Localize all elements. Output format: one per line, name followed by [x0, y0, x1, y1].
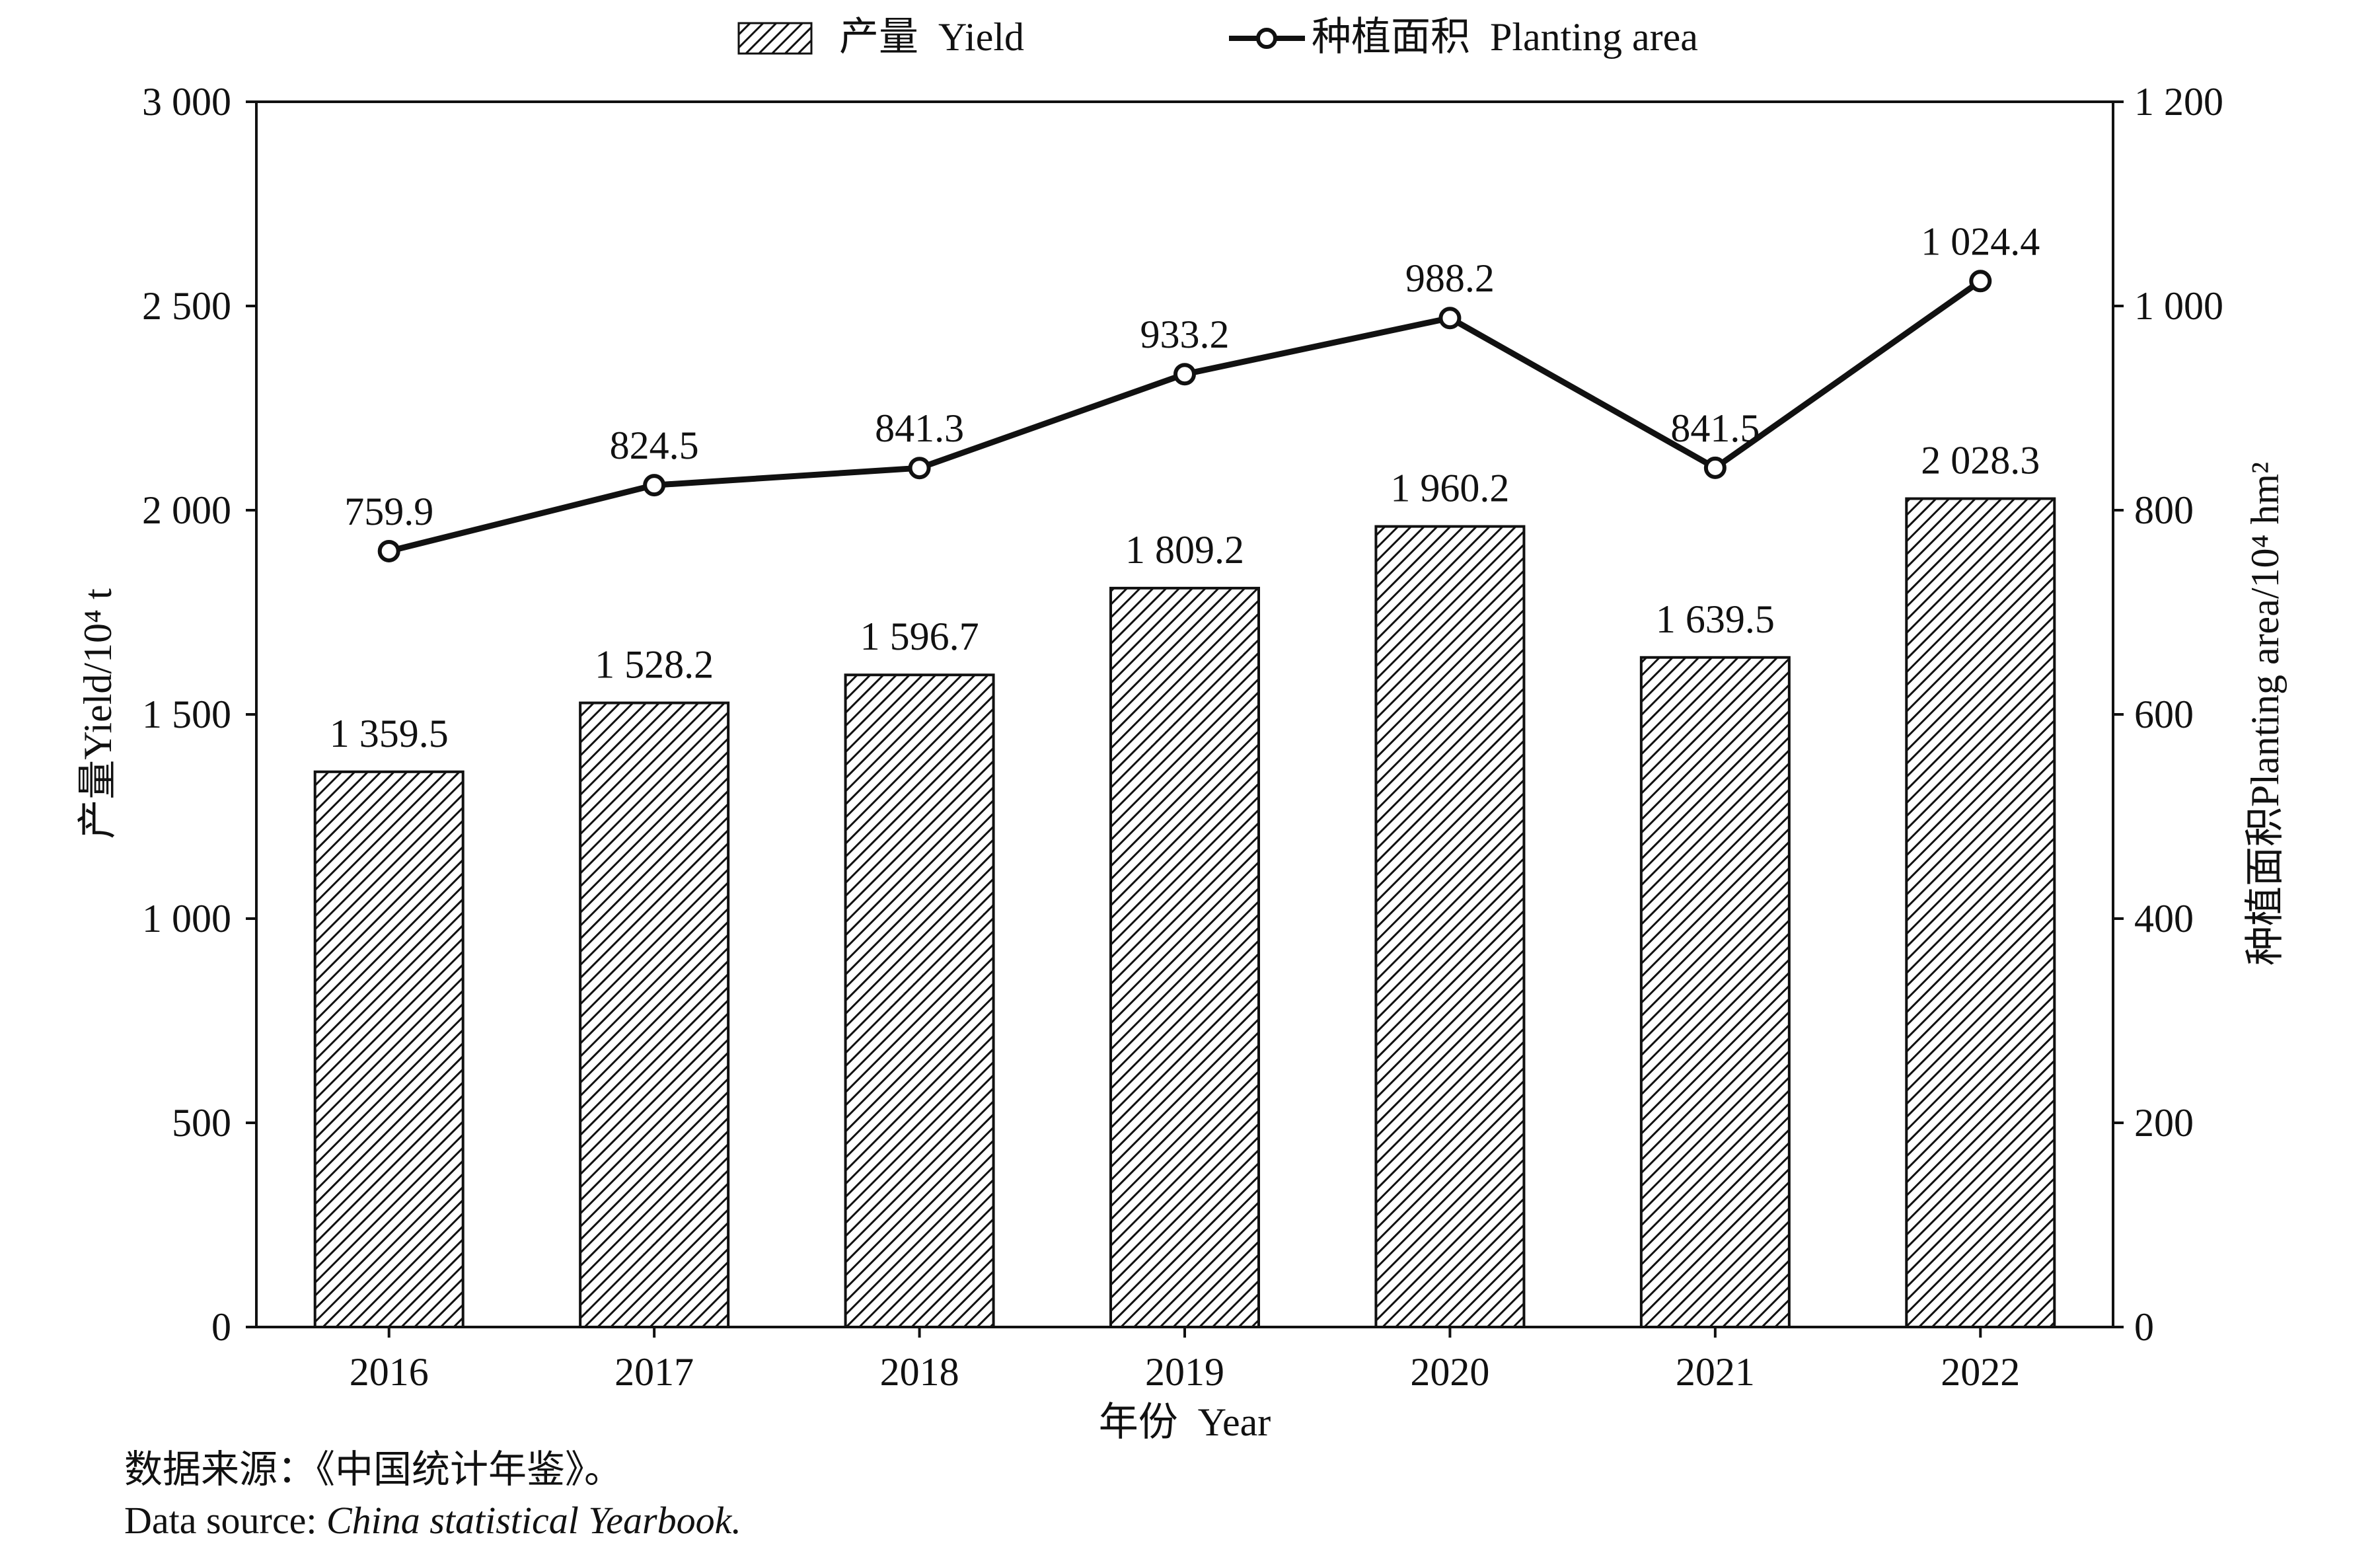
y-tick-label-left-5: 2 500 — [142, 284, 231, 328]
x-tick-label-2022: 2022 — [1941, 1350, 2020, 1394]
bar-yield-2021 — [1639, 656, 1791, 1328]
y-axis-title-right: 种植面积Planting area/10⁴ hm² — [2243, 462, 2287, 966]
y-tick-label-left-0: 0 — [211, 1305, 231, 1349]
axes-layer: 0 500 1 000 1 500 2 000 2 500 3 000 0 200 400 600 8… — [142, 80, 2223, 1394]
point-planting-area-2020 — [1438, 307, 1462, 330]
x-tick-label-2016: 2016 — [350, 1350, 429, 1394]
y-tick-label-right-2: 400 — [2134, 897, 2194, 940]
bar-label-yield-2022: 2 028.3 — [1921, 439, 2040, 482]
bar-yield-2017 — [579, 701, 730, 1328]
point-label-planting-area-2019: 933.2 — [1140, 313, 1230, 356]
source-note-en: Data source: China statistical Yearbook. — [124, 1502, 741, 1540]
x-tick-label-2018: 2018 — [880, 1350, 959, 1394]
source-note-en-prefix: Data source: — [124, 1499, 326, 1542]
x-tick-label-2017: 2017 — [614, 1350, 694, 1394]
line-layer — [377, 270, 1992, 562]
y-tick-label-right-0: 0 — [2134, 1305, 2154, 1349]
bar-yield-2016 — [313, 770, 465, 1328]
x-tick-label-2021: 2021 — [1676, 1350, 1755, 1394]
point-label-planting-area-2020: 988.2 — [1405, 256, 1495, 300]
point-planting-area-2021 — [1703, 456, 1727, 479]
point-planting-area-2017 — [643, 474, 666, 497]
y-tick-label-left-2: 1 000 — [142, 897, 231, 940]
point-label-planting-area-2016: 759.9 — [344, 490, 433, 533]
point-label-planting-area-2022: 1 024.4 — [1921, 219, 2040, 263]
point-planting-area-2022 — [1969, 270, 1992, 293]
y-tick-label-left-6: 3 000 — [142, 80, 231, 124]
x-tick-label-2019: 2019 — [1145, 1350, 1224, 1394]
y-tick-label-left-3: 1 500 — [142, 693, 231, 736]
bar-label-yield-2018: 1 596.7 — [860, 615, 979, 658]
bar-label-yield-2019: 1 809.2 — [1125, 528, 1244, 572]
point-label-planting-area-2018: 841.3 — [875, 406, 964, 450]
x-axis-title: 年份 Year — [1099, 1400, 1271, 1444]
legend-area-label: 种植面积 Planting area — [1312, 15, 1698, 59]
y-tick-label-left-1: 500 — [172, 1101, 231, 1145]
y-tick-label-left-4: 2 000 — [142, 488, 231, 532]
labels-layer: 1 359.5 1 528.2 1 596.7 1 809.2 1 960.2 1 639… — [330, 219, 2040, 755]
bars-layer — [313, 497, 2056, 1328]
bar-yield-2020 — [1374, 525, 1526, 1328]
bar-label-yield-2016: 1 359.5 — [330, 712, 449, 755]
point-planting-area-2016 — [377, 539, 400, 562]
bar-yield-2019 — [1109, 586, 1260, 1328]
legend: 产量 Yield 种植面积 Planting area — [737, 15, 1698, 59]
point-label-planting-area-2017: 824.5 — [610, 424, 699, 467]
bar-yield-2022 — [1905, 497, 2056, 1328]
y-tick-label-right-5: 1 000 — [2134, 284, 2223, 328]
y-tick-label-right-1: 200 — [2134, 1101, 2194, 1145]
point-planting-area-2018 — [908, 457, 931, 480]
legend-yield-label: 产量 Yield — [839, 15, 1024, 59]
bar-label-yield-2021: 1 639.5 — [1656, 597, 1775, 641]
bar-label-yield-2020: 1 960.2 — [1390, 467, 1509, 510]
source-note-en-title: China statistical Yearbook. — [326, 1499, 741, 1542]
y-axis-title-left: 产量Yield/10⁴ t — [76, 588, 120, 839]
point-planting-area-2019 — [1173, 363, 1196, 386]
y-tick-label-right-3: 600 — [2134, 693, 2194, 736]
x-tick-label-2020: 2020 — [1410, 1350, 1489, 1394]
point-label-planting-area-2021: 841.5 — [1670, 406, 1760, 450]
y-tick-label-right-4: 800 — [2134, 488, 2194, 532]
bar-label-yield-2017: 1 528.2 — [595, 643, 714, 687]
legend-yield-swatch — [737, 22, 813, 55]
legend-area-marker — [1256, 28, 1277, 49]
bar-yield-2018 — [844, 673, 995, 1328]
source-note-cn: 数据来源：《中国统计年鉴》。 — [124, 1448, 623, 1491]
y-tick-label-right-6: 1 200 — [2134, 80, 2223, 124]
